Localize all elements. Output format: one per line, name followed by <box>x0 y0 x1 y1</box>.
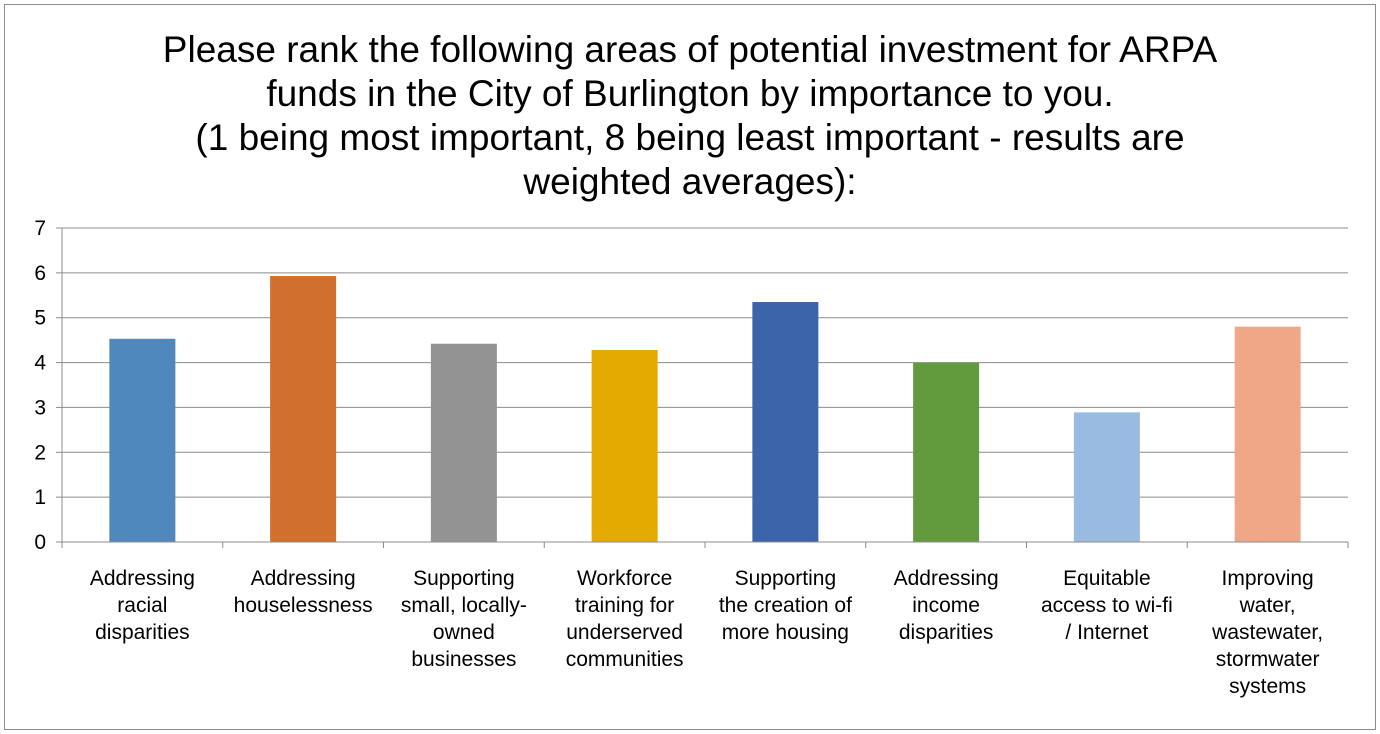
chart-title: Please rank the following areas of poten… <box>0 28 1380 204</box>
x-tick-label-line: Workforce <box>577 567 672 590</box>
x-tick-label: Addressing income disparities <box>894 567 999 644</box>
x-tick-label-line: income <box>912 594 980 617</box>
y-tick-label: 0 <box>34 531 46 554</box>
x-tick-label-line: businesses <box>411 648 516 671</box>
y-tick-label: 6 <box>34 262 46 285</box>
y-tick-label: 7 <box>34 217 46 240</box>
bar <box>913 362 980 542</box>
x-tick-label-line: stormwater <box>1216 648 1320 671</box>
x-tick-label-line: Addressing <box>251 567 356 590</box>
x-tick-label-line: racial <box>117 594 167 617</box>
x-tick-label-line: more housing <box>722 621 849 644</box>
x-tick-label: Improving water, wastewater, stormwater syst… <box>1211 567 1323 698</box>
x-tick-label-line: Supporting <box>735 567 837 590</box>
x-tick-label: Supporting the creation of more housing <box>719 567 852 644</box>
x-tick-label-line: water, <box>1239 594 1296 617</box>
x-tick-label-line: disparities <box>899 621 994 644</box>
x-tick-label-line: communities <box>566 648 684 671</box>
x-tick-label: Addressing houselessness <box>234 567 373 617</box>
chart-title-line: Please rank the following areas of poten… <box>162 29 1218 70</box>
x-tick-label-line: small, locally- <box>401 594 527 617</box>
x-tick-label-line: wastewater, <box>1211 621 1323 644</box>
bar <box>591 350 658 542</box>
x-tick-label-line: Supporting <box>413 567 515 590</box>
bar <box>752 302 819 542</box>
bar <box>1234 326 1301 542</box>
x-tick-label-line: / Internet <box>1065 621 1148 644</box>
x-tick-label-line: Equitable <box>1063 567 1151 590</box>
bar <box>109 338 176 542</box>
x-tick-label-line: the creation of <box>719 594 852 617</box>
bar <box>270 275 337 542</box>
chart-title-line: funds in the City of Burlington by impor… <box>266 73 1114 114</box>
x-tick-label-line: houselessness <box>234 594 373 617</box>
chart-title-line: (1 being most important, 8 being least i… <box>195 117 1185 158</box>
chart-title-line: weighted averages): <box>523 161 857 202</box>
x-tick-label-line: underserved <box>566 621 683 644</box>
y-tick-label: 1 <box>34 486 46 509</box>
x-tick-label-line: Addressing <box>90 567 195 590</box>
x-tick-label-line: training for <box>575 594 674 617</box>
x-tick-label: Workforce training for underserved communit… <box>566 567 684 671</box>
x-tick-label: Addressing racial disparities <box>90 567 195 644</box>
y-tick-label: 2 <box>34 441 46 464</box>
x-tick-label-line: Improving <box>1222 567 1314 590</box>
x-tick-label: Supporting small, locally-owned businesses <box>401 567 527 671</box>
bar <box>1073 412 1140 542</box>
y-tick-label: 3 <box>34 396 46 419</box>
y-tick-label: 5 <box>34 307 46 330</box>
bar <box>430 343 497 542</box>
x-tick-label-line: Addressing <box>894 567 999 590</box>
x-tick-label-line: disparities <box>95 621 190 644</box>
y-tick-label: 4 <box>34 352 46 375</box>
x-tick-label: Equitable access to wi-fi / Internet <box>1041 567 1173 644</box>
x-tick-label-line: systems <box>1229 675 1306 698</box>
x-tick-label-line: access to wi-fi <box>1041 594 1173 617</box>
x-tick-label-line: owned <box>433 621 495 644</box>
chart-frame <box>4 4 1376 730</box>
